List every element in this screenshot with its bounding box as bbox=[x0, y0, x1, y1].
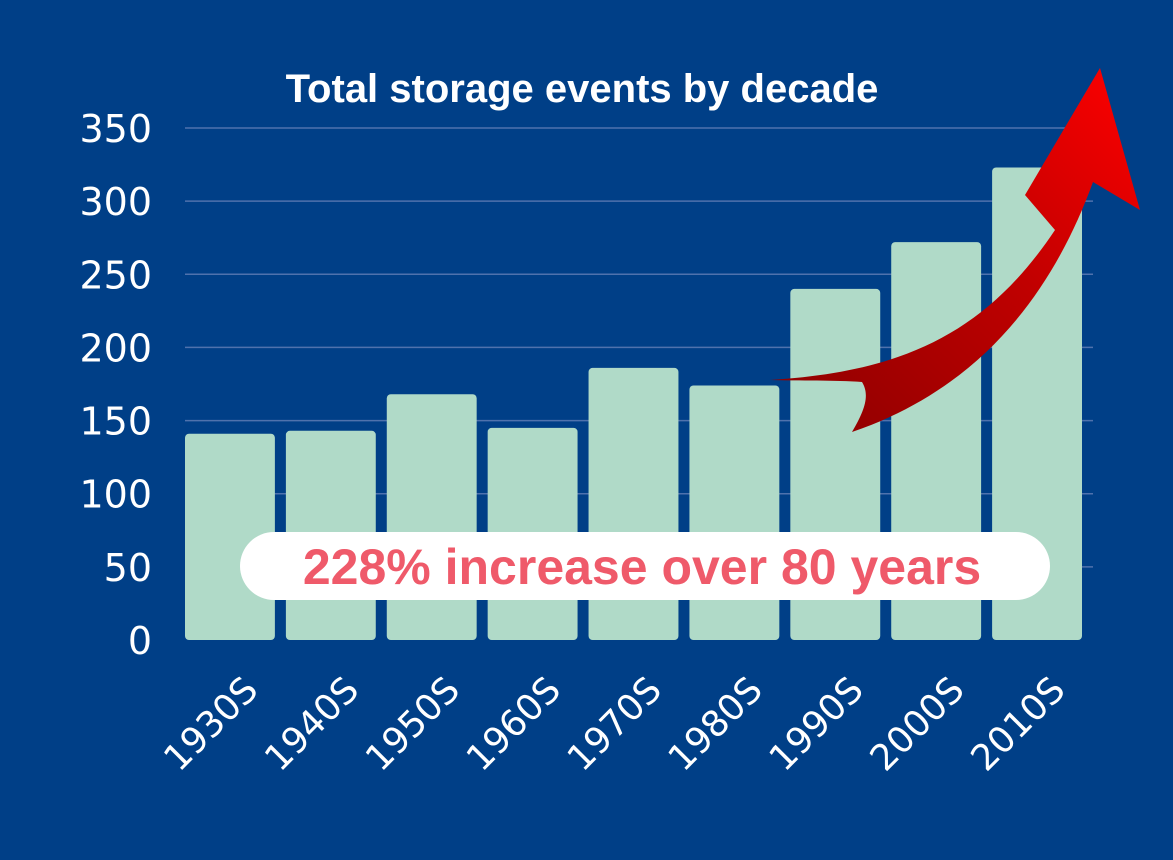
x-tick-label: 2010S bbox=[963, 669, 1073, 779]
bar-1980s bbox=[689, 385, 780, 640]
x-tick-label: 1990S bbox=[762, 669, 872, 779]
x-tick-label: 1960S bbox=[459, 669, 569, 779]
x-tick-label: 1970S bbox=[560, 669, 670, 779]
callout-box bbox=[240, 532, 1050, 600]
x-tick-label: 1940S bbox=[257, 669, 367, 779]
y-tick-label: 350 bbox=[79, 107, 152, 151]
x-tick-label: 1950S bbox=[358, 669, 468, 779]
y-tick-label: 300 bbox=[79, 180, 152, 224]
y-tick-label: 200 bbox=[79, 326, 152, 370]
x-axis-ticks: 1930S1940S1950S1960S1970S1980S1990S2000S… bbox=[156, 669, 1073, 779]
y-tick-label: 150 bbox=[79, 400, 152, 444]
bar-1950s bbox=[386, 394, 477, 640]
y-tick-label: 50 bbox=[104, 546, 152, 590]
y-tick-label: 0 bbox=[128, 619, 152, 663]
x-tick-label: 2000S bbox=[863, 669, 973, 779]
y-tick-label: 100 bbox=[79, 473, 152, 517]
x-tick-label: 1930S bbox=[156, 669, 266, 779]
y-tick-label: 250 bbox=[79, 253, 152, 297]
trend-arrow-icon bbox=[770, 68, 1140, 432]
chart-title: Total storage events by decade bbox=[286, 67, 879, 111]
y-axis-ticks: 0 50 100 150 200 250 300 350 bbox=[79, 107, 152, 663]
x-tick-label: 1980S bbox=[661, 669, 771, 779]
callout-text: 228% increase over 80 years bbox=[303, 539, 981, 595]
